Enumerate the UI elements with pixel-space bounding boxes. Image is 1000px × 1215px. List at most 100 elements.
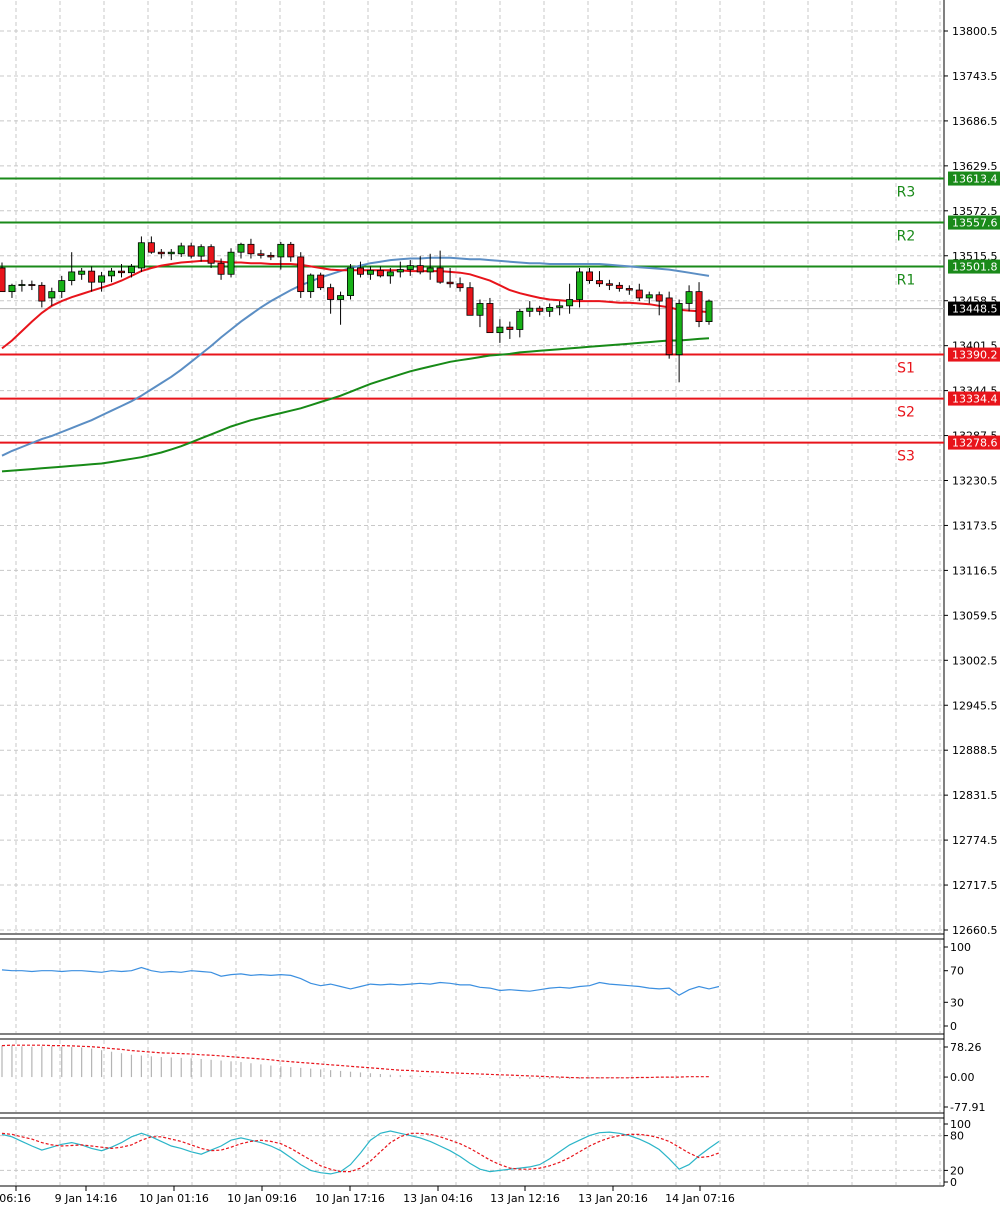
candle — [665, 291, 673, 359]
candle — [38, 282, 46, 308]
candle-body — [366, 269, 374, 275]
candle-body — [546, 307, 554, 312]
candle-body — [675, 303, 683, 356]
candle — [466, 282, 474, 316]
candle — [516, 308, 524, 338]
candle — [48, 287, 56, 306]
pivot-level-price-box — [948, 259, 1000, 274]
indicator-tick-label: 100 — [950, 1118, 971, 1131]
candle — [685, 285, 693, 312]
candle-body — [187, 245, 195, 257]
time-tick-label: 9 Jan 14:16 — [55, 1192, 118, 1205]
current-price-box — [948, 301, 1000, 316]
candle — [536, 305, 544, 316]
candle-body — [38, 284, 46, 302]
candle-body — [486, 303, 494, 334]
stochastic-d-line — [1, 1132, 720, 1173]
time-axis-layer: 06:16 9 Jan 14:16 10 Jan 01:16 10 Jan 09:16… — [0, 1186, 735, 1205]
candle-body — [297, 256, 305, 293]
price-tick-label: 12660.5 — [952, 924, 998, 937]
candle-body — [217, 262, 225, 275]
candle — [446, 267, 454, 288]
price-tick-label: 12717.5 — [952, 879, 998, 892]
candle — [416, 256, 424, 275]
candle — [625, 285, 633, 295]
candle-body — [446, 281, 454, 285]
candle — [526, 301, 534, 317]
candle-body — [347, 267, 355, 296]
candle — [147, 236, 155, 254]
candle — [207, 244, 215, 268]
candle-body — [157, 251, 165, 255]
price-tick-label: 13173.5 — [952, 519, 998, 532]
price-tick-label: 13800.5 — [952, 25, 998, 38]
pivot-level-price-label: 13334.4 — [952, 393, 998, 406]
pivot-level-name-s1: S1 — [897, 361, 915, 377]
candle — [28, 280, 36, 291]
candle — [197, 244, 205, 262]
candle — [645, 291, 653, 304]
time-tick-label: 10 Jan 09:16 — [227, 1192, 297, 1205]
candle — [78, 267, 86, 280]
indicator-tick-label: 30 — [950, 996, 964, 1009]
candle — [8, 283, 16, 298]
indicator-tick-label: 20 — [950, 1164, 964, 1177]
candle-body — [595, 280, 603, 285]
candle-body — [456, 283, 464, 289]
candle-body — [605, 283, 613, 286]
candle-body — [685, 291, 693, 304]
candle-body — [307, 274, 315, 293]
candle — [0, 262, 6, 293]
rsi-line — [1, 966, 720, 996]
candle-body — [586, 271, 593, 281]
candle-body — [88, 270, 96, 283]
candle — [267, 252, 275, 261]
candle — [496, 319, 504, 343]
price-tick-label: 13059.5 — [952, 609, 998, 622]
pivot-level-name-s3: S3 — [897, 449, 915, 465]
candle — [108, 267, 116, 283]
candle — [506, 321, 514, 339]
candle-body — [227, 251, 235, 275]
candle-body — [566, 299, 574, 307]
candle — [307, 273, 315, 298]
candle-body — [406, 265, 414, 270]
price-tick-label: 13515.5 — [952, 250, 998, 263]
candle-body — [327, 287, 335, 300]
candle-body — [556, 305, 564, 308]
candle — [675, 299, 683, 383]
candle — [177, 242, 185, 257]
candle — [137, 236, 145, 272]
time-tick-label: 13 Jan 04:16 — [403, 1192, 473, 1205]
candle — [167, 249, 175, 261]
candle-body — [0, 267, 6, 293]
candle — [586, 267, 593, 284]
candle — [217, 258, 225, 280]
candle-body — [108, 270, 116, 277]
candle-body — [506, 326, 514, 330]
candle-body — [635, 289, 643, 299]
time-tick-label: 14 Jan 07:16 — [665, 1192, 735, 1205]
time-tick-label: 10 Jan 01:16 — [139, 1192, 209, 1205]
candle — [237, 242, 245, 259]
candle-body — [267, 254, 275, 258]
indicator-tick-label: 0 — [950, 1020, 957, 1033]
candle — [406, 260, 414, 276]
candle-body — [277, 243, 285, 258]
candle-body — [645, 294, 653, 299]
current-price-label: 13448.5 — [952, 303, 998, 316]
candle-body — [68, 271, 76, 281]
candle — [615, 282, 623, 292]
price-tick-label: 12945.5 — [952, 699, 998, 712]
candle — [118, 264, 125, 278]
moving-average-medium-line — [1, 256, 710, 457]
candle — [566, 283, 574, 314]
indicator-tick-label: 0.00 — [950, 1071, 975, 1084]
candle-body — [257, 253, 265, 256]
candle-body — [665, 297, 673, 356]
indicator-tick-label: -77.91 — [950, 1101, 985, 1114]
candle-body — [516, 310, 524, 330]
candle-body — [466, 287, 474, 316]
candle — [18, 279, 26, 292]
